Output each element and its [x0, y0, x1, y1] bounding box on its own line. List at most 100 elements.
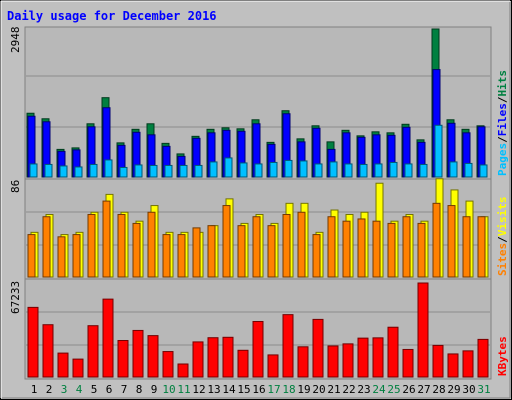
middle-panel-max-label: 86 — [9, 180, 22, 193]
pages-bar-day-27 — [419, 163, 428, 178]
kbytes-bar-day-22 — [342, 343, 354, 378]
kbytes-bar-day-8 — [132, 329, 144, 378]
sites-bar-day-4 — [72, 234, 81, 278]
pages-bar-day-19 — [299, 160, 308, 178]
pages-bar-day-29 — [449, 161, 458, 178]
pages-bar-day-28 — [434, 124, 443, 178]
kbytes-bar-day-6 — [102, 298, 114, 378]
day-label-26: 26 — [402, 383, 415, 396]
kbytes-bar-day-30 — [462, 350, 474, 378]
sites-visits-bars — [27, 178, 489, 278]
pages-bar-day-5 — [89, 163, 98, 178]
sites-bar-day-7 — [117, 213, 126, 278]
kbytes-bar-day-1 — [27, 306, 39, 378]
kbytes-bar-day-10 — [162, 351, 174, 378]
pages-bar-day-1 — [29, 163, 38, 178]
day-label-3: 3 — [61, 383, 68, 396]
pages-bar-day-12 — [194, 164, 203, 178]
legend-kbytes: KBytes — [496, 336, 509, 376]
legend-hits: Hits — [496, 70, 509, 97]
sites-bar-day-15 — [237, 225, 246, 278]
day-label-17: 17 — [267, 383, 280, 396]
sites-bar-day-3 — [57, 236, 66, 278]
sites-bar-day-5 — [87, 213, 96, 278]
day-label-31: 31 — [477, 383, 490, 396]
day-label-13: 13 — [207, 383, 220, 396]
legend-files: Files — [496, 103, 509, 136]
pages-bar-day-24 — [374, 163, 383, 178]
sites-bar-day-2 — [42, 216, 51, 278]
sites-bar-day-14 — [222, 205, 231, 278]
pages-bar-day-20 — [314, 163, 323, 178]
sites-bar-day-29 — [447, 205, 456, 278]
pages-bar-day-2 — [44, 163, 53, 178]
kbytes-bar-day-14 — [222, 336, 234, 378]
kbytes-bar-day-15 — [237, 349, 249, 378]
pages-bar-day-25 — [389, 161, 398, 178]
sites-bar-day-17 — [267, 225, 276, 278]
day-label-8: 8 — [136, 383, 143, 396]
day-label-7: 7 — [121, 383, 128, 396]
day-label-30: 30 — [462, 383, 475, 396]
legend-separator-1: / — [496, 136, 509, 143]
legend-sites: Sites — [496, 243, 509, 276]
kbytes-bar-day-16 — [252, 320, 264, 378]
day-label-22: 22 — [342, 383, 355, 396]
kbytes-bar-day-23 — [357, 337, 369, 378]
pages-bar-day-9 — [149, 164, 158, 178]
sites-bar-day-18 — [282, 213, 291, 278]
sites-bar-day-30 — [462, 216, 471, 278]
kbytes-bar-day-31 — [477, 338, 489, 378]
bottom-panel-max-label: 67233 — [9, 281, 22, 314]
kbytes-bar-day-24 — [372, 337, 384, 378]
pages-bar-day-22 — [344, 163, 353, 178]
day-label-18: 18 — [282, 383, 295, 396]
sites-bar-day-27 — [417, 222, 426, 278]
sites-bar-day-1 — [27, 234, 36, 278]
kbytes-bar-day-7 — [117, 340, 129, 378]
kbytes-bar-day-18 — [282, 314, 294, 378]
pages-bar-day-8 — [134, 164, 143, 178]
sites-bar-day-20 — [312, 234, 321, 278]
sites-bar-day-9 — [147, 211, 156, 278]
day-tick-labels: 1 2 3 4 5 6 7 8 9 10 11 12 13 14 15 16 17 18 19 20 21 22 23 24 2… — [31, 383, 491, 396]
sites-bar-day-12 — [192, 227, 201, 278]
day-label-9: 9 — [151, 383, 158, 396]
legend-pages: Pages — [496, 143, 509, 176]
pages-bar-day-30 — [464, 162, 473, 178]
sites-bar-day-25 — [387, 222, 396, 278]
day-label-20: 20 — [312, 383, 325, 396]
pages-bar-day-11 — [179, 164, 188, 178]
kbytes-bar-day-19 — [297, 346, 309, 378]
pages-bar-day-14 — [224, 157, 233, 178]
pages-bar-day-13 — [209, 161, 218, 178]
middle-panel-legend: Sites/Visits — [496, 197, 509, 277]
pages-bar-day-10 — [164, 164, 173, 178]
kbytes-bar-day-12 — [192, 341, 204, 378]
sites-bar-day-26 — [402, 216, 411, 278]
day-label-27: 27 — [417, 383, 430, 396]
day-label-10: 10 — [162, 383, 175, 396]
pages-bar-day-3 — [59, 165, 68, 178]
legend-separator-2: / — [496, 96, 509, 103]
kbytes-bar-day-20 — [312, 318, 324, 378]
sites-bar-day-19 — [297, 211, 306, 278]
kbytes-bar-day-28 — [432, 344, 444, 378]
kbytes-bar-day-3 — [57, 352, 69, 378]
pages-bar-day-15 — [239, 162, 248, 178]
day-label-11: 11 — [177, 383, 190, 396]
kbytes-bar-day-26 — [402, 348, 414, 378]
sites-bar-day-28 — [432, 202, 441, 278]
pages-bar-day-21 — [329, 161, 338, 178]
kbytes-bar-day-25 — [387, 326, 399, 378]
kbytes-bar-day-9 — [147, 335, 159, 378]
day-label-14: 14 — [222, 383, 236, 396]
day-label-29: 29 — [447, 383, 460, 396]
sites-bar-day-16 — [252, 216, 261, 278]
day-label-4: 4 — [76, 383, 83, 396]
kbytes-bar-day-21 — [327, 345, 339, 378]
kbytes-bar-day-5 — [87, 325, 99, 378]
sites-bar-day-21 — [327, 216, 336, 278]
day-label-16: 16 — [252, 383, 265, 396]
